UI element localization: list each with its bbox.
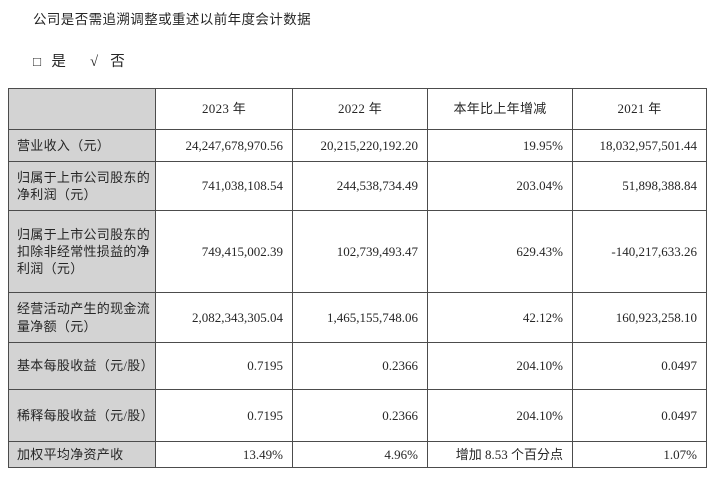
value-change-cell: 204.10% [427,342,573,390]
table-row: 加权平均净资产收 13.49% 4.96% 增加 8.53 个百分点 1.07% [8,441,707,468]
value-2023-cell: 0.7195 [155,389,293,442]
header-2023: 2023 年 [155,88,293,130]
value-2021-cell: 0.0497 [572,342,707,390]
value-2023-cell: 0.7195 [155,342,293,390]
answer-yes-label: 是 [51,54,67,70]
value-change-cell: 增加 8.53 个百分点 [427,441,573,468]
value-2023-cell: 749,415,002.39 [155,210,293,293]
table-header-row: 2023 年 2022 年 本年比上年增减 2021 年 [8,88,707,130]
value-2021-cell: -140,217,633.26 [572,210,707,293]
header-2022: 2022 年 [292,88,428,130]
value-change-cell: 629.43% [427,210,573,293]
value-2023-cell: 2,082,343,305.04 [155,292,293,343]
value-2022-cell: 244,538,734.49 [292,161,428,211]
answer-no-label: 否 [110,54,125,70]
header-change: 本年比上年增减 [427,88,573,130]
checkbox-unchecked-icon: □ [33,54,42,69]
value-change-cell: 42.12% [427,292,573,343]
row-label-cell: 归属于上市公司股东的扣除非经常性损益的净利润（元） [8,210,156,293]
table-row: 稀释每股收益（元/股） 0.7195 0.2366 204.10% 0.0497 [8,389,707,442]
table-row: 归属于上市公司股东的扣除非经常性损益的净利润（元） 749,415,002.39… [8,210,707,293]
row-label-cell: 加权平均净资产收 [8,441,156,468]
row-label-cell: 归属于上市公司股东的净利润（元） [8,161,156,211]
financial-summary-table: 2023 年 2022 年 本年比上年增减 2021 年 营业收入（元） 24,… [8,88,707,468]
value-change-cell: 204.10% [427,389,573,442]
row-label-cell: 经营活动产生的现金流量净额（元） [8,292,156,343]
value-2022-cell: 20,215,220,192.20 [292,129,428,162]
value-2022-cell: 0.2366 [292,342,428,390]
value-2021-cell: 0.0497 [572,389,707,442]
row-label-cell: 稀释每股收益（元/股） [8,389,156,442]
check-icon: √ [90,54,99,70]
table-row: 营业收入（元） 24,247,678,970.56 20,215,220,192… [8,129,707,162]
question-text: 公司是否需追溯调整或重述以前年度会计数据 [33,12,311,27]
value-2022-cell: 102,739,493.47 [292,210,428,293]
value-change-cell: 19.95% [427,129,573,162]
value-2023-cell: 13.49% [155,441,293,468]
value-change-cell: 203.04% [427,161,573,211]
answer-line: □ 是 √ 否 [33,50,714,71]
table-row: 归属于上市公司股东的净利润（元） 741,038,108.54 244,538,… [8,161,707,211]
value-2023-cell: 24,247,678,970.56 [155,129,293,162]
value-2023-cell: 741,038,108.54 [155,161,293,211]
header-empty-cell [8,88,156,130]
value-2022-cell: 1,465,155,748.06 [292,292,428,343]
row-label-cell: 基本每股收益（元/股） [8,342,156,390]
value-2021-cell: 51,898,388.84 [572,161,707,211]
value-2021-cell: 18,032,957,501.44 [572,129,707,162]
table-row: 经营活动产生的现金流量净额（元） 2,082,343,305.04 1,465,… [8,292,707,343]
row-label-cell: 营业收入（元） [8,129,156,162]
value-2022-cell: 0.2366 [292,389,428,442]
header-2021: 2021 年 [572,88,707,130]
value-2022-cell: 4.96% [292,441,428,468]
value-2021-cell: 1.07% [572,441,707,468]
table-row: 基本每股收益（元/股） 0.7195 0.2366 204.10% 0.0497 [8,342,707,390]
value-2021-cell: 160,923,258.10 [572,292,707,343]
